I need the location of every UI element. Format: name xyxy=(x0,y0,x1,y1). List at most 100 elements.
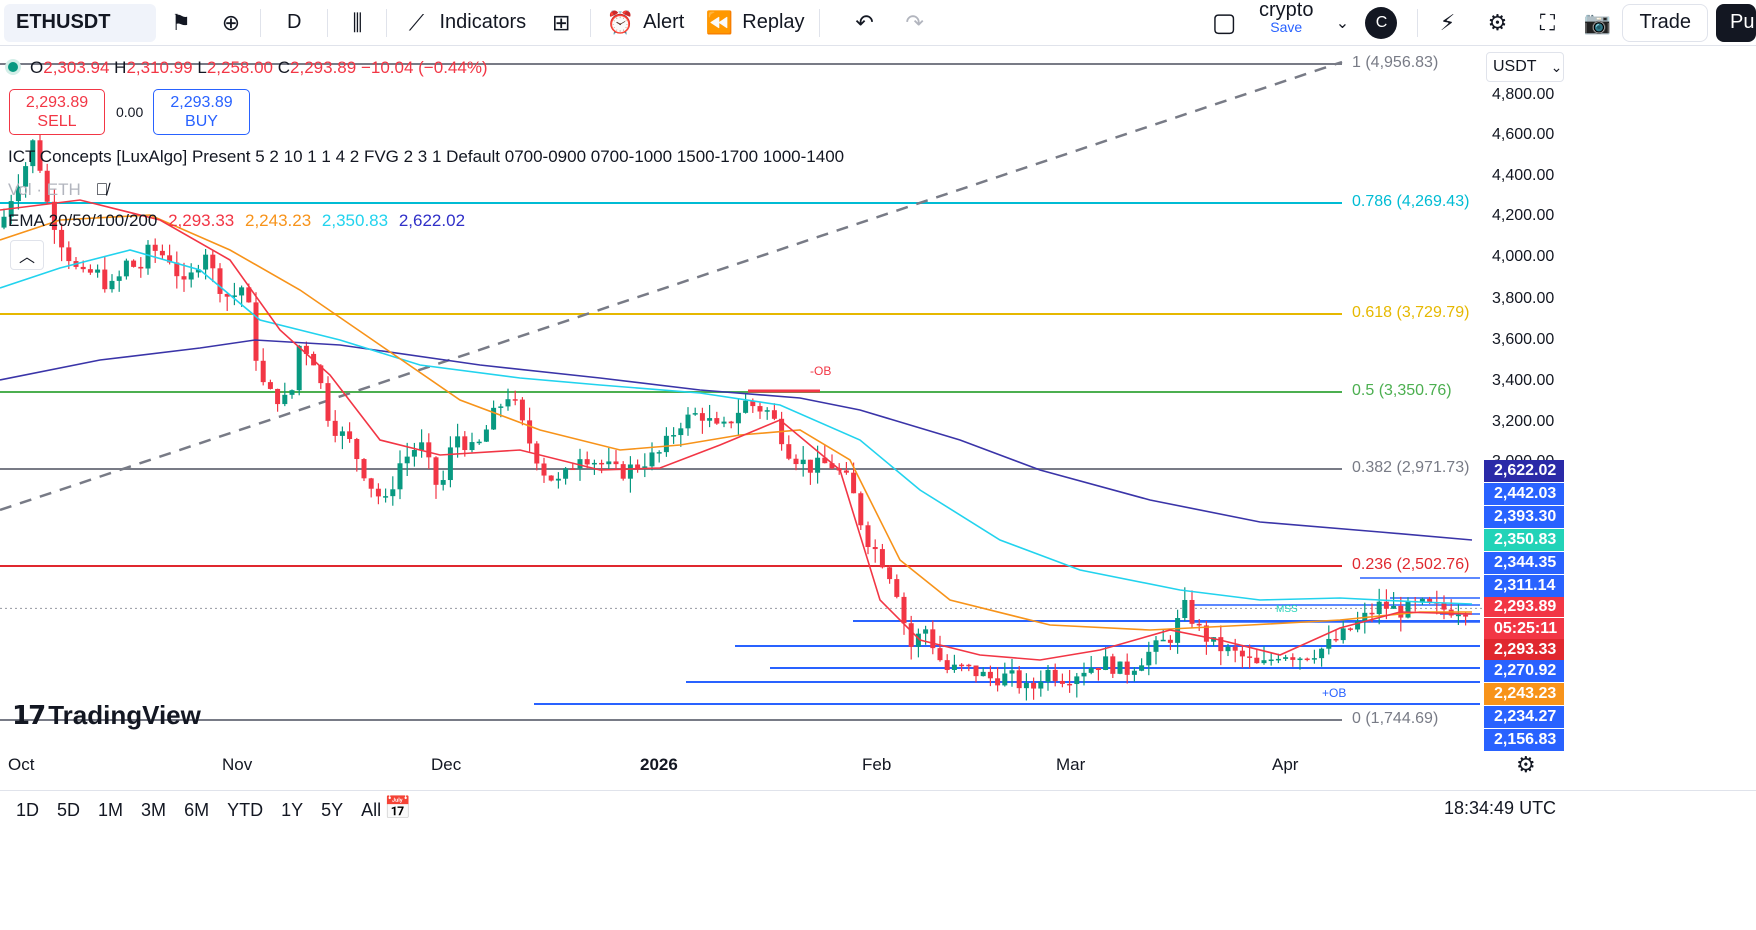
redo-button[interactable]: ↷ xyxy=(890,0,940,46)
candle-body xyxy=(923,629,929,634)
candle-body xyxy=(887,567,893,580)
candle-body xyxy=(1405,600,1411,618)
candle-body xyxy=(815,457,821,473)
clock-readout[interactable]: 18:34:49 UTC xyxy=(1444,798,1557,818)
candle-body xyxy=(1095,667,1101,671)
buy-price: 2,293.89 xyxy=(170,94,233,111)
layout-name-button[interactable]: crypto Save xyxy=(1249,0,1323,46)
templates-button[interactable]: ⊞ xyxy=(536,0,586,46)
trend-line xyxy=(0,60,1343,512)
candle-body xyxy=(1347,628,1353,630)
candle-body xyxy=(1146,651,1152,666)
candle-body xyxy=(397,463,403,490)
ema20-line xyxy=(0,199,1473,661)
chart-settings-icon[interactable]: ⚙ xyxy=(1516,752,1536,777)
candle-body xyxy=(59,229,65,248)
date-range-calendar-icon[interactable]: 📅 xyxy=(384,795,412,820)
candle-body xyxy=(303,345,309,354)
quick-search-button[interactable]: ⚡ xyxy=(1422,0,1472,46)
candle-body xyxy=(325,383,331,421)
candle-body xyxy=(570,468,576,471)
candle-body xyxy=(757,406,763,412)
candle-body xyxy=(649,452,655,467)
chart-type-button[interactable]: ⫼ xyxy=(332,0,382,46)
sell-button[interactable]: 2,293.89 SELL xyxy=(9,89,105,135)
candle-body xyxy=(901,596,907,624)
candle-body xyxy=(1009,670,1015,674)
candle-body xyxy=(1232,646,1238,651)
candle-body xyxy=(1189,599,1195,624)
candle-body xyxy=(455,436,461,448)
range-button-ytd[interactable]: YTD xyxy=(227,800,264,820)
candle-body xyxy=(159,250,165,256)
candle-body xyxy=(735,412,741,424)
range-button-all[interactable]: All xyxy=(361,800,382,820)
open-value: 2,303.94 xyxy=(43,58,110,77)
candle-body xyxy=(253,302,259,361)
alert-button[interactable]: ⏰ Alert xyxy=(595,0,694,46)
range-button-5y[interactable]: 5Y xyxy=(321,800,344,820)
candle-body xyxy=(51,201,57,230)
layout-menu-button[interactable]: ⌄ xyxy=(1323,0,1361,46)
price-tick: 4,200.00 xyxy=(1492,207,1555,225)
interval-button[interactable]: D xyxy=(265,0,323,46)
candle-body xyxy=(707,418,713,421)
candle-body xyxy=(527,420,533,444)
range-button-3m[interactable]: 3M xyxy=(141,800,167,820)
candle-body xyxy=(282,394,288,405)
candle-body xyxy=(944,660,950,671)
candle-body xyxy=(462,436,468,451)
volume-indicator-legend[interactable]: Vol · ETH 👁̸ xyxy=(8,180,108,200)
candle-body xyxy=(505,399,511,407)
fullscreen-button[interactable]: ⛶ xyxy=(1522,0,1572,46)
settings-button[interactable]: ⚙ xyxy=(1472,0,1522,46)
ict-indicator-legend[interactable]: ICT Concepts [LuxAlgo] Present 5 2 10 1 … xyxy=(8,147,845,166)
candle-body xyxy=(1038,681,1044,689)
publish-button[interactable]: Pu xyxy=(1716,3,1756,42)
range-button-5d[interactable]: 5D xyxy=(57,800,81,820)
candle-body xyxy=(786,444,792,459)
watchlist-button[interactable]: ⚑ xyxy=(156,0,206,46)
candle-body xyxy=(930,629,936,649)
range-button-1y[interactable]: 1Y xyxy=(281,800,304,820)
range-button-1d[interactable]: 1D xyxy=(16,800,40,820)
trade-button[interactable]: Trade xyxy=(1622,3,1708,42)
eye-hidden-icon[interactable]: 👁̸ xyxy=(95,180,109,199)
candle-body xyxy=(404,456,410,464)
symbol-name: ETHUSDT xyxy=(16,11,111,33)
replay-button[interactable]: ⏪ Replay xyxy=(694,0,814,46)
candle-body xyxy=(699,413,705,421)
layout-square-icon: ▢ xyxy=(1211,7,1237,37)
compare-symbol-button[interactable]: ⊕ xyxy=(206,0,256,46)
chart-canvas[interactable] xyxy=(0,47,1660,755)
mss-label: MSS xyxy=(1276,604,1298,615)
buy-button[interactable]: 2,293.89 BUY xyxy=(153,89,250,135)
time-label: Feb xyxy=(862,755,892,774)
fib-label: 0.786 (4,269.43) xyxy=(1352,193,1470,210)
currency-select[interactable]: USDT ⌄ xyxy=(1486,52,1564,82)
candle-body xyxy=(548,475,554,481)
chart-pane[interactable] xyxy=(0,47,1660,755)
ema-indicator-legend[interactable]: EMA 20/50/100/200 2,293.33 2,243.23 2,35… xyxy=(8,211,465,231)
candle-body xyxy=(1117,661,1123,674)
layout-select-button[interactable]: ▢ xyxy=(1199,0,1249,46)
candle-body xyxy=(879,549,885,568)
indicators-button[interactable]: ⟋ Indicators xyxy=(391,0,536,46)
candle-body xyxy=(613,461,619,465)
candle-body xyxy=(1167,639,1173,643)
fib-label: 0 (1,744.69) xyxy=(1352,710,1439,727)
snapshot-button[interactable]: 📷 xyxy=(1572,0,1622,46)
candle-body xyxy=(671,435,677,437)
symbol-search-button[interactable]: ETHUSDT xyxy=(4,3,156,42)
candle-body xyxy=(383,496,389,498)
range-button-1m[interactable]: 1M xyxy=(98,800,124,820)
collapse-legend-button[interactable]: ︿ xyxy=(10,240,44,270)
account-button[interactable]: C xyxy=(1361,0,1413,46)
candle-body xyxy=(620,464,626,479)
range-button-6m[interactable]: 6M xyxy=(184,800,210,820)
bear-ob-label: -OB xyxy=(810,364,832,378)
price-label: 2,270.92 xyxy=(1484,660,1564,682)
candle-body xyxy=(483,429,489,442)
candle-body xyxy=(1297,658,1303,661)
undo-button[interactable]: ↶ xyxy=(840,0,890,46)
